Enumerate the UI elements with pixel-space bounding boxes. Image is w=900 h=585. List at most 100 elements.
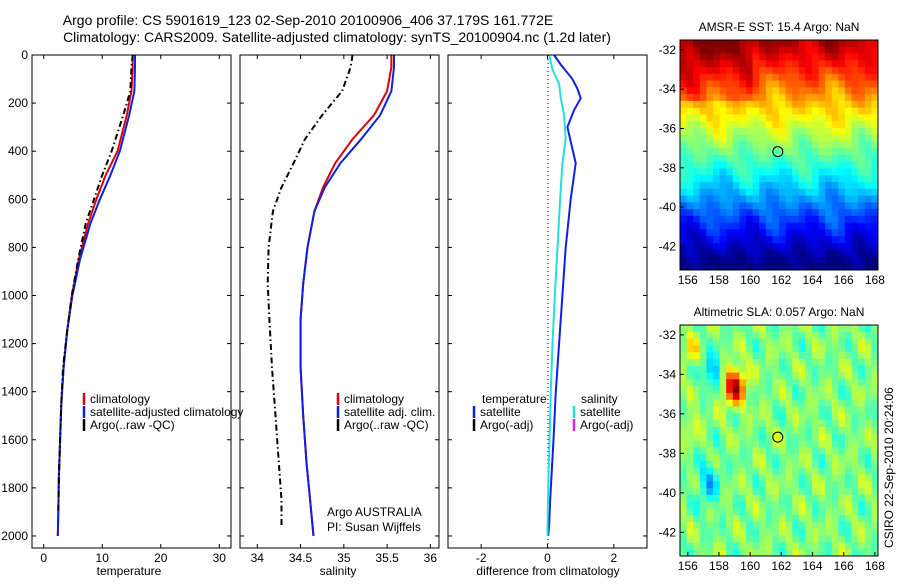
map-cell	[812, 141, 820, 149]
map-cell	[759, 481, 767, 489]
map-cell	[858, 107, 866, 116]
map-cell	[693, 338, 701, 346]
map-cell	[706, 256, 714, 264]
map-cell	[864, 358, 872, 367]
map-cell	[699, 325, 707, 333]
map-cell	[713, 454, 721, 462]
map-cell	[746, 508, 754, 516]
map-cell	[805, 80, 813, 88]
map-cell	[686, 161, 694, 170]
map-cell	[864, 542, 872, 550]
map-cell	[812, 535, 820, 544]
map-cell	[732, 155, 740, 163]
map-cell	[858, 488, 866, 496]
map-cell	[779, 454, 787, 462]
map-cell	[864, 508, 872, 516]
map-cell	[699, 107, 707, 116]
map-cell	[845, 87, 853, 95]
map-cell	[772, 100, 780, 109]
map-cell	[838, 222, 846, 231]
map-cell	[765, 494, 773, 503]
map-cell	[713, 195, 721, 203]
map-cell	[851, 352, 859, 360]
map-cell	[699, 40, 707, 48]
map-cell	[765, 447, 773, 455]
map-cell	[765, 481, 773, 489]
map-cell	[706, 345, 714, 353]
map-cell	[713, 413, 721, 421]
map-cell	[818, 522, 826, 530]
map-cell	[779, 202, 787, 210]
map-cell	[686, 94, 694, 102]
map-cell	[719, 358, 727, 367]
map-cell	[746, 121, 754, 129]
map-cell	[818, 386, 826, 394]
map-cell	[739, 467, 747, 476]
map-cell	[845, 433, 853, 442]
map-cell	[818, 338, 826, 346]
map-cell	[785, 263, 793, 270]
map-cell	[772, 249, 780, 258]
map-cell	[812, 481, 820, 489]
map-cell	[779, 182, 787, 190]
map-cell	[812, 161, 820, 170]
map-cell	[752, 229, 760, 237]
map-cell	[732, 256, 740, 264]
difference-xlabel: difference from climatology	[476, 564, 619, 578]
map-cell	[825, 331, 833, 340]
map-cell	[726, 501, 734, 510]
map-cell	[699, 182, 707, 190]
map-cell	[752, 242, 760, 251]
map-cell	[713, 392, 721, 401]
map-cell	[871, 542, 878, 550]
map-cell	[719, 46, 727, 55]
map-cell	[838, 522, 846, 530]
map-cell	[765, 433, 773, 442]
map-cell	[851, 161, 859, 170]
map-cell	[759, 549, 767, 556]
map-cell	[871, 87, 878, 95]
map-cell	[739, 325, 747, 333]
map-cell	[851, 94, 859, 102]
map-cell	[779, 413, 787, 421]
map-cell	[858, 209, 866, 217]
map-cell	[719, 168, 727, 176]
map-cell	[680, 127, 688, 136]
map-cell	[845, 501, 853, 510]
map-cell	[831, 494, 839, 503]
map-cell	[812, 202, 820, 210]
map-cell	[746, 447, 754, 455]
map-cell	[805, 148, 813, 156]
map-cell	[693, 141, 701, 149]
map-cell	[864, 100, 872, 109]
map-cell	[858, 372, 866, 380]
map-cell	[693, 114, 701, 122]
map-cell	[686, 114, 694, 122]
map-cell	[851, 182, 859, 190]
map-cell	[871, 413, 878, 421]
map-cell	[759, 331, 767, 340]
map-cell	[851, 494, 859, 503]
map-cell	[779, 494, 787, 503]
figure-title-line2: Climatology: CARS2009. Satellite-adjuste…	[63, 29, 611, 45]
map-cell	[759, 420, 767, 428]
map-cell	[765, 256, 773, 264]
map-cell	[779, 155, 787, 163]
map-cell	[732, 168, 740, 176]
map-cell	[864, 515, 872, 523]
map-cell	[686, 325, 694, 333]
map-cell	[779, 338, 787, 346]
map-cell	[752, 467, 760, 476]
map-cell	[739, 454, 747, 462]
map-cell	[798, 175, 806, 183]
map-cell	[739, 236, 747, 244]
map-cell	[699, 256, 707, 264]
map-cell	[812, 80, 820, 88]
map-cell	[746, 236, 754, 244]
map-cell	[686, 242, 694, 251]
map-cell	[680, 155, 688, 163]
map-cell	[812, 256, 820, 264]
map-cell	[706, 399, 714, 408]
map-cell	[726, 392, 734, 401]
map-cell	[864, 222, 872, 231]
